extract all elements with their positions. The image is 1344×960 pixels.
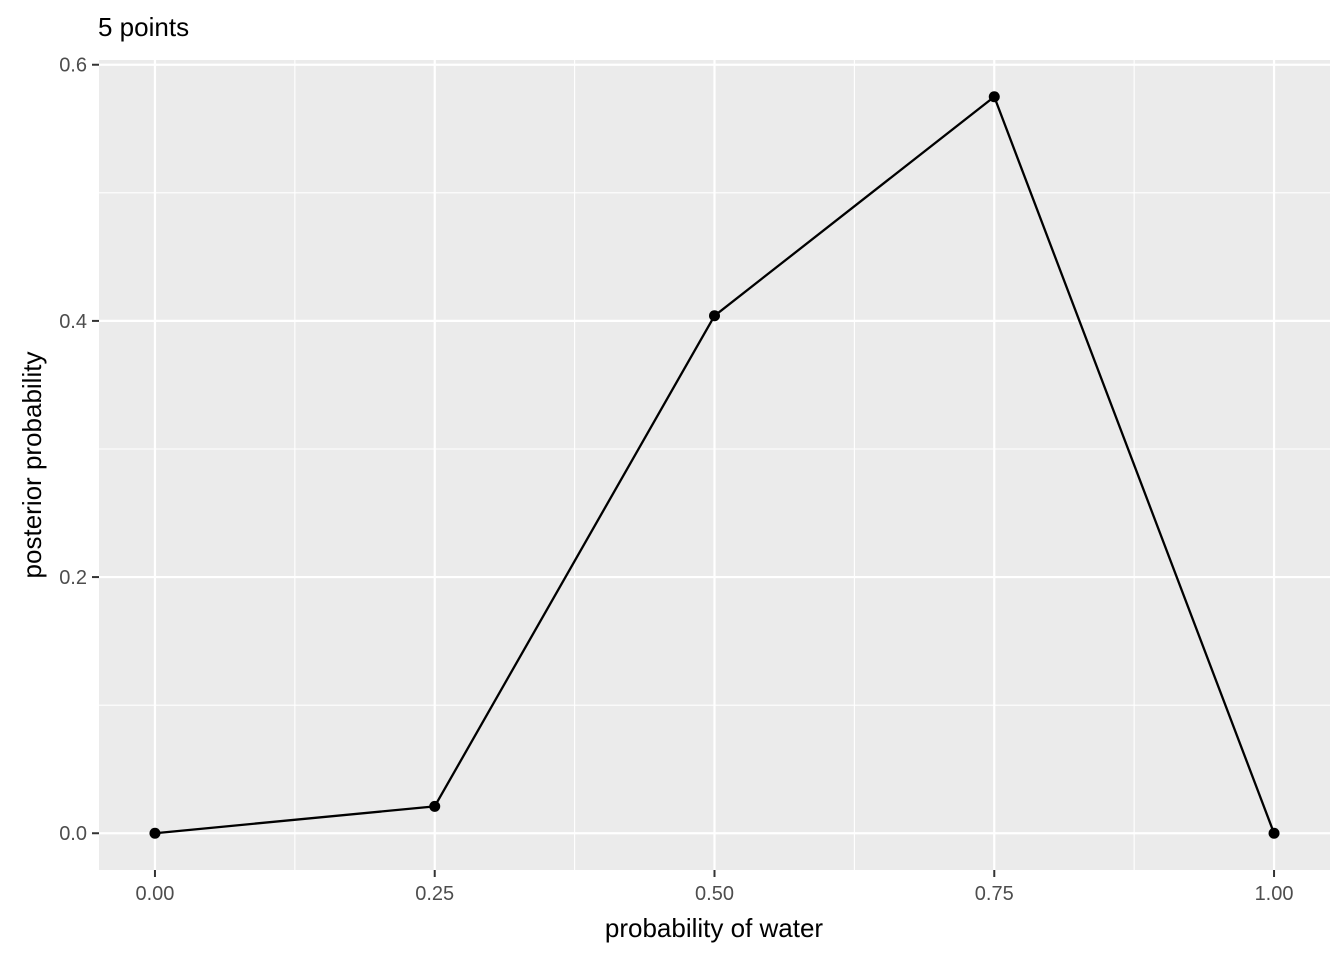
- x-tick-label: 0.75: [975, 883, 1014, 905]
- x-axis: 0.00 0.25 0.50 0.75 1.00: [135, 870, 1294, 905]
- data-point: [429, 800, 441, 812]
- y-tick-label: 0.6: [59, 55, 87, 77]
- data-point: [149, 827, 161, 839]
- data-point: [709, 310, 720, 322]
- y-axis-label: posterior probability: [17, 352, 47, 579]
- x-axis-label: probability of water: [605, 913, 824, 943]
- y-tick-label: 0.4: [59, 311, 87, 333]
- y-tick-label: 0.0: [59, 823, 87, 845]
- y-axis: 0.0 0.2 0.4 0.6: [59, 55, 99, 845]
- y-tick-label: 0.2: [59, 567, 87, 589]
- data-point: [1268, 827, 1280, 839]
- x-tick-label: 1.00: [1255, 883, 1294, 905]
- data-point: [988, 91, 1000, 103]
- data-series: [149, 91, 1280, 839]
- x-tick-label: 0.50: [695, 883, 734, 905]
- x-tick-label: 0.00: [135, 883, 174, 905]
- chart-title: 5 points: [98, 12, 189, 42]
- x-tick-label: 0.25: [415, 883, 454, 905]
